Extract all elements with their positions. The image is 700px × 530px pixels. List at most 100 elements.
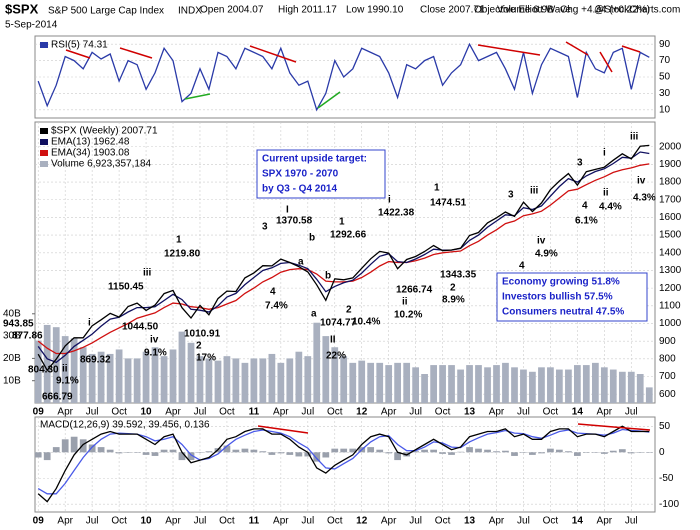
annotation: 2 [196, 341, 202, 352]
bar [295, 452, 303, 457]
annotation: 3 [262, 222, 268, 233]
x-tick-label: Jul [86, 516, 99, 527]
series-line [37, 42, 650, 112]
x-tick-label: 10 [140, 407, 152, 418]
bar [555, 449, 563, 453]
bar [160, 356, 168, 403]
annotation: 1150.45 [108, 282, 144, 293]
series-line [37, 428, 650, 495]
panel-frame [34, 416, 656, 513]
bar [349, 362, 357, 403]
bar [223, 356, 231, 403]
annotation: 1474.51 [430, 198, 467, 209]
x-tick-label: 12 [356, 407, 368, 418]
y2-tick-label: 40B [3, 308, 21, 319]
bar [88, 353, 96, 403]
annotation: 943.85 [3, 319, 34, 330]
trend-line [477, 44, 541, 56]
bar [430, 365, 438, 403]
bar [106, 353, 114, 403]
series-line [37, 144, 650, 372]
bar [250, 449, 258, 453]
bar [403, 362, 411, 403]
trend-line [317, 91, 341, 109]
x-tick-label: Apr [57, 407, 73, 418]
bar [295, 351, 303, 403]
annotation: 7.4% [265, 301, 288, 312]
annotation: 877.86 [12, 331, 43, 342]
y-tick-label: 700 [659, 371, 676, 382]
bar [250, 358, 258, 403]
annotation: 1422.38 [378, 208, 415, 219]
bar [618, 371, 626, 403]
bar [259, 451, 267, 453]
annotation: 1370.58 [276, 216, 313, 227]
text-box [496, 272, 648, 322]
x-tick-label: Oct [111, 407, 127, 418]
legend-label: $SPX (Weekly) 2007.71 [51, 126, 158, 137]
x-tick-label: 14 [572, 516, 584, 527]
bar [187, 452, 195, 461]
annotation: 1292.66 [330, 230, 367, 241]
x-tick-label: Oct [327, 407, 343, 418]
trend-line [257, 425, 309, 434]
bar [555, 369, 563, 403]
bar [151, 452, 159, 456]
bar [475, 448, 482, 453]
bar [582, 452, 590, 453]
source: @StockCharts.com [594, 5, 680, 16]
x-tick-label: Oct [219, 407, 235, 418]
x-tick-label: Jul [409, 516, 422, 527]
y-tick-label: 1300 [659, 265, 682, 276]
bar [34, 340, 42, 403]
bar [115, 452, 123, 454]
trend-line [184, 93, 211, 100]
annotation: ii [603, 188, 609, 199]
annotation: 1 [339, 217, 345, 228]
y-tick-label: 600 [659, 389, 676, 400]
y2-tick-label: 10B [3, 375, 21, 386]
bar [304, 452, 312, 457]
bar [618, 449, 626, 453]
annotation: b [309, 233, 315, 244]
annotation: iii [143, 268, 152, 279]
annotation: 2 [450, 283, 456, 294]
annotation: a [311, 309, 317, 320]
bar [178, 331, 186, 403]
annotation: a [298, 257, 304, 268]
x-tick-label: 11 [249, 516, 260, 527]
annotation: i [603, 148, 606, 159]
bar [627, 371, 635, 403]
text-box [256, 149, 386, 199]
x-tick-label: Apr [381, 407, 397, 418]
bar [268, 452, 276, 455]
annotation: iii [630, 132, 639, 143]
quote-item: High 2011.17 [278, 5, 337, 16]
bar [304, 356, 312, 403]
annotation: 666.79 [42, 392, 73, 403]
text-box-line: Consumers neutral 47.5% [502, 307, 624, 318]
y-tick-label: 1000 [659, 318, 682, 329]
bar [502, 362, 509, 403]
bar [636, 452, 644, 453]
bar [277, 362, 285, 403]
bar [412, 367, 419, 403]
annotation: 1 [176, 235, 182, 246]
legend-label: Volume 6,923,357,184 [51, 159, 152, 170]
bar [124, 358, 132, 403]
x-tick-label: Jul [301, 407, 314, 418]
bar [439, 365, 446, 403]
annotation: 6.1% [575, 216, 598, 227]
annotation: 804.30 [28, 365, 59, 376]
bar [340, 448, 348, 453]
legend-label: RSI(5) 74.31 [51, 40, 108, 51]
bar [79, 347, 87, 403]
bar [124, 452, 132, 453]
series-line [37, 151, 650, 364]
bar [520, 452, 527, 453]
date: 5-Sep-2014 [5, 20, 58, 31]
legend-label: EMA(34) 1903.08 [51, 148, 130, 159]
bar [600, 452, 608, 454]
quote-item: Low 1990.10 [346, 5, 404, 16]
